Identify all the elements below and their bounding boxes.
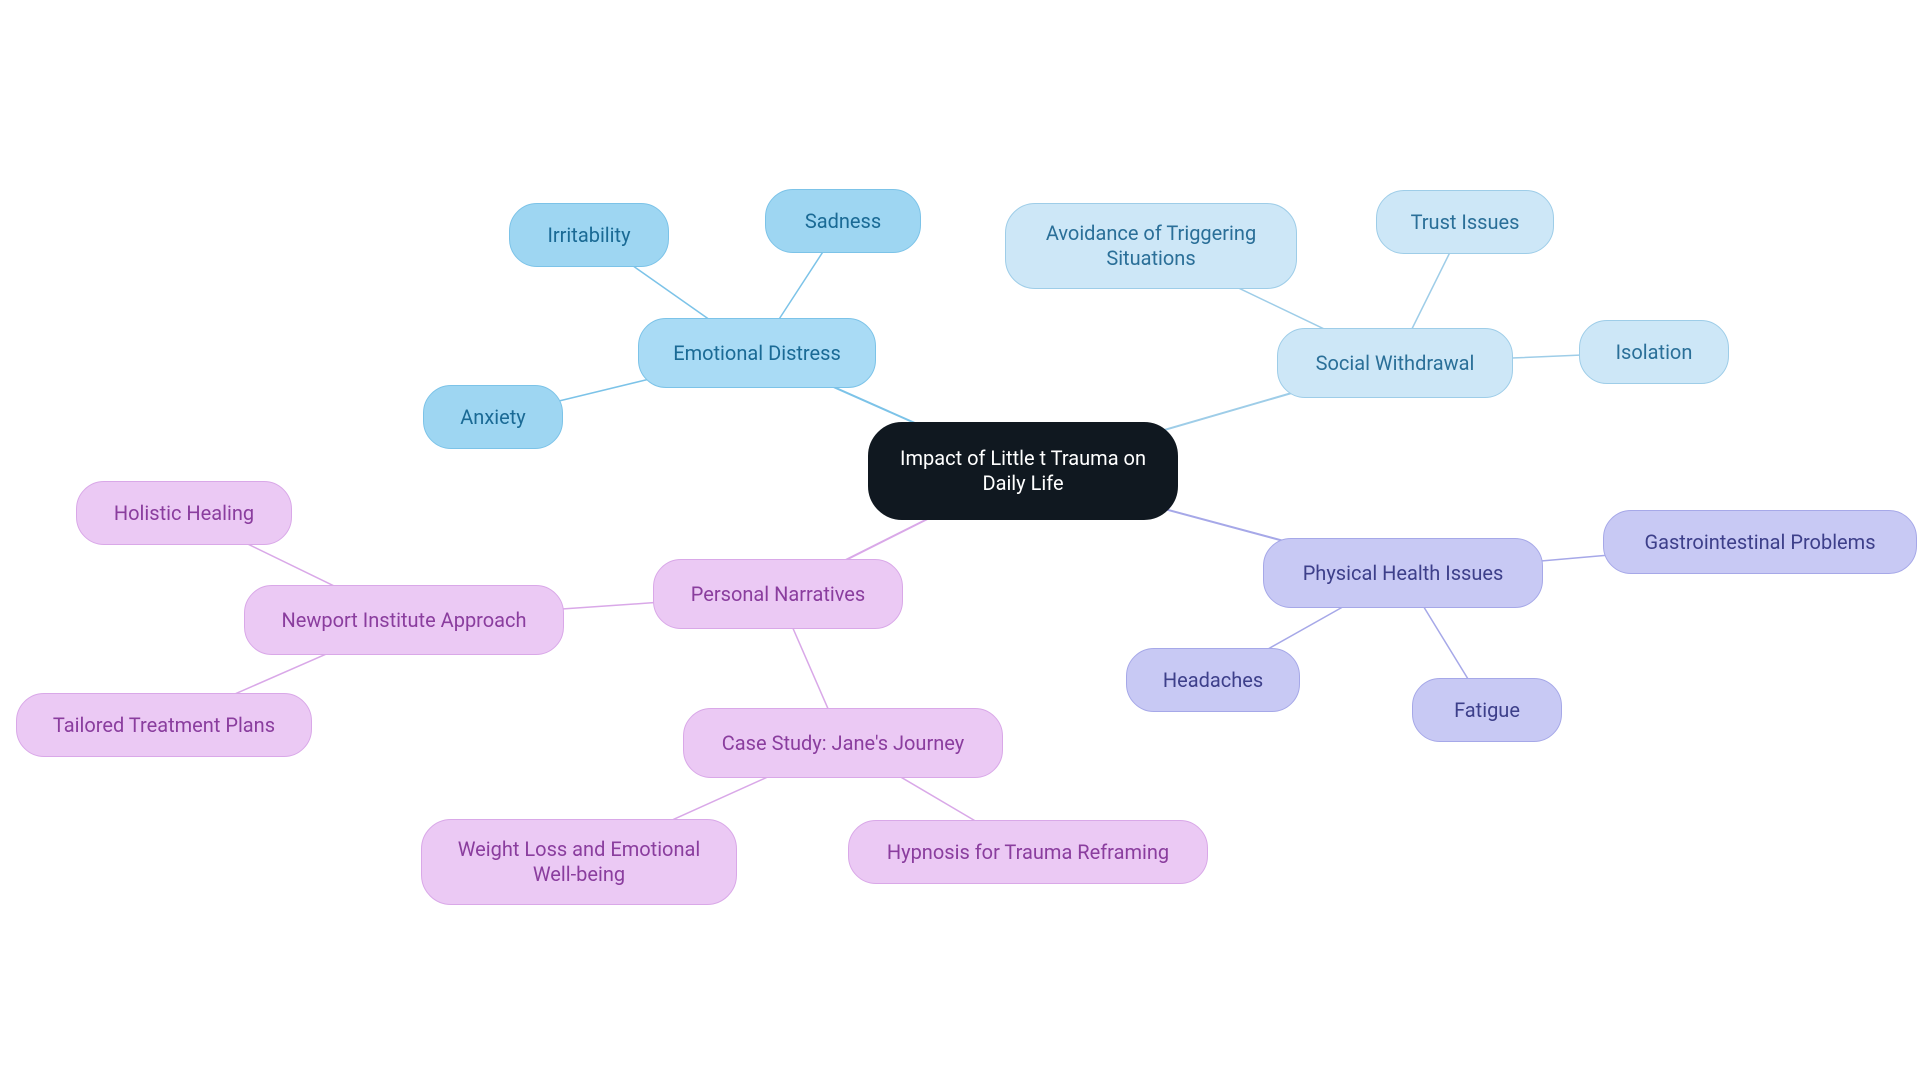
- edge: [230, 651, 333, 696]
- mindmap-node-iso: Isolation: [1579, 320, 1729, 384]
- mindmap-node-emo: Emotional Distress: [638, 318, 876, 388]
- node-label: Avoidance of Triggering Situations: [1046, 221, 1256, 271]
- node-label: Hypnosis for Trauma Reframing: [887, 840, 1169, 865]
- node-label: Isolation: [1616, 340, 1693, 365]
- edge: [556, 602, 656, 609]
- edge: [1535, 555, 1615, 562]
- mindmap-node-fat: Fatigue: [1412, 678, 1562, 742]
- edge: [1227, 283, 1333, 334]
- mindmap-canvas: Impact of Little t Trauma on Daily Life E…: [0, 0, 1920, 1083]
- mindmap-node-anx: Anxiety: [423, 385, 563, 449]
- edge: [661, 774, 773, 825]
- edge: [1261, 605, 1347, 653]
- node-label: Tailored Treatment Plans: [53, 713, 275, 738]
- mindmap-node-pers: Personal Narratives: [653, 559, 903, 629]
- node-label: Case Study: Jane's Journey: [722, 731, 964, 756]
- mindmap-node-head: Headaches: [1126, 648, 1300, 712]
- node-label: Impact of Little t Trauma on Daily Life: [900, 446, 1146, 496]
- node-label: Weight Loss and Emotional Well-being: [458, 837, 701, 887]
- mindmap-node-soc: Social Withdrawal: [1277, 328, 1513, 398]
- node-label: Holistic Healing: [114, 501, 254, 526]
- edge: [839, 512, 941, 563]
- edge: [629, 263, 711, 321]
- node-label: Sadness: [805, 209, 881, 234]
- node-label: Irritability: [547, 223, 630, 248]
- mindmap-node-phys: Physical Health Issues: [1263, 538, 1543, 608]
- node-label: Headaches: [1163, 668, 1263, 693]
- mindmap-node-hol: Holistic Healing: [76, 481, 292, 545]
- edge: [240, 540, 338, 588]
- mindmap-node-root: Impact of Little t Trauma on Daily Life: [868, 422, 1178, 520]
- node-label: Trust Issues: [1411, 210, 1520, 235]
- edge: [793, 629, 828, 708]
- mindmap-node-gi: Gastrointestinal Problems: [1603, 510, 1917, 574]
- node-label: Fatigue: [1454, 698, 1520, 723]
- node-label: Social Withdrawal: [1316, 351, 1475, 376]
- mindmap-node-weight: Weight Loss and Emotional Well-being: [421, 819, 737, 905]
- mindmap-node-hyp: Hypnosis for Trauma Reframing: [848, 820, 1208, 884]
- mindmap-node-newport: Newport Institute Approach: [244, 585, 564, 655]
- edge: [1424, 608, 1468, 679]
- node-label: Anxiety: [460, 405, 526, 430]
- mindmap-node-avoid: Avoidance of Triggering Situations: [1005, 203, 1297, 289]
- mindmap-node-tail: Tailored Treatment Plans: [16, 693, 312, 757]
- edge: [899, 776, 976, 822]
- node-label: Physical Health Issues: [1303, 561, 1504, 586]
- node-label: Personal Narratives: [691, 582, 865, 607]
- mindmap-node-trust: Trust Issues: [1376, 190, 1554, 254]
- mindmap-node-irr: Irritability: [509, 203, 669, 267]
- node-label: Newport Institute Approach: [281, 608, 526, 633]
- node-label: Emotional Distress: [673, 341, 841, 366]
- edge: [1412, 254, 1449, 329]
- mindmap-node-sad: Sadness: [765, 189, 921, 253]
- mindmap-node-case: Case Study: Jane's Journey: [683, 708, 1003, 778]
- edge: [779, 252, 822, 319]
- node-label: Gastrointestinal Problems: [1644, 530, 1875, 555]
- edge: [1512, 355, 1580, 358]
